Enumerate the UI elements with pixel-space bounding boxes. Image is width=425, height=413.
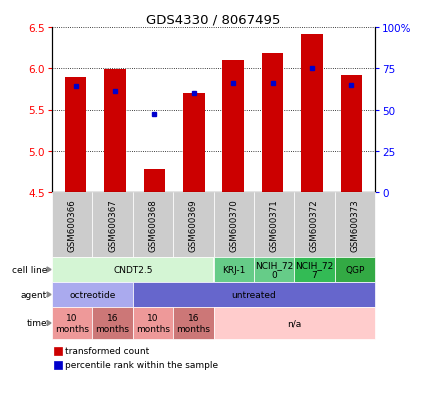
Bar	[340, 76, 362, 192]
Text: QGP: QGP	[345, 266, 365, 274]
Text: GSM600367: GSM600367	[108, 199, 117, 251]
Text: cell line: cell line	[11, 266, 47, 274]
Bar	[104, 70, 126, 192]
Bar	[65, 77, 86, 192]
Text: percentile rank within the sample: percentile rank within the sample	[65, 361, 218, 370]
Text: untreated: untreated	[232, 290, 276, 299]
Text: CNDT2.5: CNDT2.5	[113, 266, 153, 274]
Text: 10
months: 10 months	[136, 313, 170, 333]
Text: 16
months: 16 months	[176, 313, 210, 333]
Text: transformed count: transformed count	[65, 347, 149, 356]
Text: agent: agent	[21, 290, 47, 299]
Text: GSM600369: GSM600369	[189, 199, 198, 251]
Bar	[144, 169, 165, 192]
Text: n/a: n/a	[287, 319, 301, 328]
Text: KRJ-1: KRJ-1	[222, 266, 245, 274]
Text: octreotide: octreotide	[69, 290, 116, 299]
Text: 16
months: 16 months	[96, 313, 130, 333]
Title: GDS4330 / 8067495: GDS4330 / 8067495	[146, 14, 280, 27]
Text: GSM600368: GSM600368	[148, 199, 157, 251]
Text: GSM600372: GSM600372	[310, 199, 319, 251]
Bar	[262, 54, 283, 192]
Bar	[301, 35, 323, 192]
Text: GSM600371: GSM600371	[269, 199, 278, 251]
Text: GSM600373: GSM600373	[350, 199, 359, 251]
Bar	[222, 61, 244, 192]
Text: 10
months: 10 months	[55, 313, 89, 333]
Text: GSM600370: GSM600370	[229, 199, 238, 251]
Text: GSM600366: GSM600366	[68, 199, 76, 251]
Bar	[183, 94, 204, 192]
Text: time: time	[26, 319, 47, 328]
Text: NCIH_72
7: NCIH_72 7	[295, 260, 334, 280]
Text: NCIH_72
0: NCIH_72 0	[255, 260, 293, 280]
